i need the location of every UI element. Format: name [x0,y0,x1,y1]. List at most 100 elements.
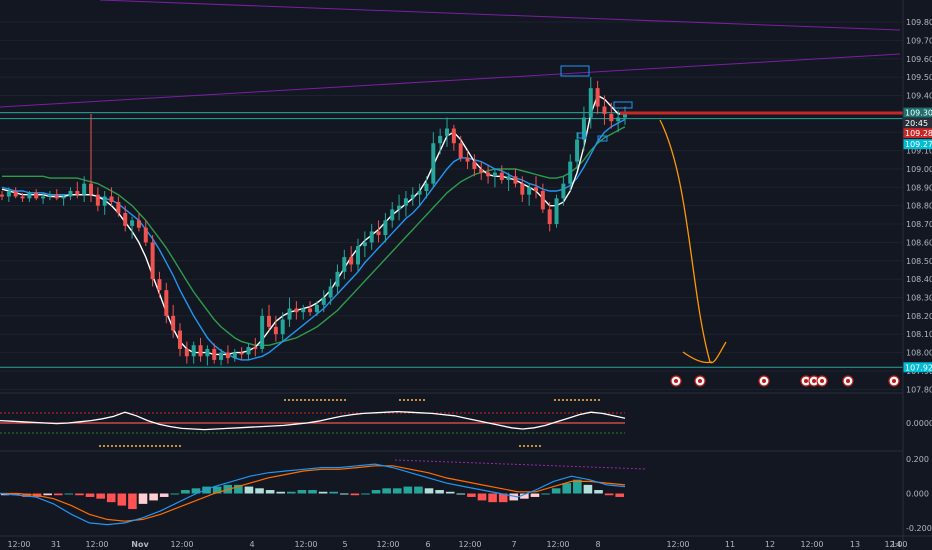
candle-body [588,88,593,118]
candle-body [383,220,388,236]
candle-body [219,352,224,360]
oscillator-panel[interactable]: 0.0000 [0,399,932,447]
candle-body [506,176,511,180]
macd-histogram-bar [138,493,148,504]
osc-signal-dot [304,399,306,401]
macd-histogram-bar [234,484,243,494]
candle-body [623,113,627,118]
macd-histogram-bar [75,493,84,496]
osc-signal-dot [344,399,346,401]
osc-signal-dot [415,399,417,401]
highlight-box-low-1[interactable] [577,132,587,139]
candle-body [123,213,128,226]
osc-signal-dot [123,445,125,447]
candle-body [575,139,580,162]
osc-signal-dot [288,399,290,401]
macd-divergence-line[interactable] [394,459,646,470]
trendline-upper[interactable] [99,0,901,31]
macd-panel[interactable]: 0.200 0.000 -0.200 [0,455,932,533]
candle-body [267,315,271,327]
time-tick-label: 12:00 [376,540,399,549]
candle-body [458,143,463,158]
candle-body [595,88,600,107]
candle-body [486,172,491,177]
candle-body [540,190,545,210]
macd-histogram-bar [371,490,381,494]
osc-signal-dot [539,445,541,447]
candles [0,77,627,366]
time-tick-label: 12 [765,540,775,549]
candle-body [68,190,73,197]
highlight-box-right[interactable] [613,101,633,109]
osc-signal-dot [107,445,109,447]
candle-body [13,190,18,197]
osc-signal-dot [403,399,405,401]
macd-histogram-bar [85,493,95,497]
candle-body [581,117,586,140]
candle-body [472,161,477,169]
macd-histogram-bar [308,490,317,494]
macd-histogram-bar [424,488,434,494]
macd-histogram-bar [520,493,529,499]
osc-signal-dot [399,399,401,401]
osc-signal-dot [328,399,330,401]
price-tick-label: 109.400 [906,91,932,100]
candle-body [0,194,4,197]
candle-body [116,202,121,214]
time-tick-label: 12:00 [800,540,823,549]
highlight-box-top[interactable] [560,65,590,77]
osc-signal-dot [111,445,113,447]
osc-signal-dot [590,399,592,401]
osc-signal-dot [423,399,425,401]
macd-histogram-bar [64,493,74,495]
candle-body [136,220,141,228]
candle-body [308,308,313,313]
macd-histogram-bar [509,493,519,501]
osc-signal-dot [284,399,286,401]
candle-body [479,168,484,173]
candle-body [451,128,456,144]
candle-body [335,271,340,287]
candle-body [34,192,39,199]
osc-signal-dot [300,399,302,401]
candle-body [356,246,360,265]
time-tick-label: 8 [595,540,600,549]
trendline-lower[interactable] [0,53,901,108]
time-tick-label: 12:00 [884,540,907,549]
candle-body [20,196,25,199]
price-tag [903,128,932,139]
macd-histogram-bar [403,486,413,494]
candle-body [376,231,381,236]
osc-signal-dot [159,445,161,447]
osc-signal-dot [155,445,157,447]
price-tag-label: 109.285 [905,129,932,138]
price-tag-label: 109.307 [905,109,932,118]
price-tag-label: 109.274 [905,140,932,149]
osc-signal-dot [332,399,334,401]
candle-body [54,194,59,199]
time-axis[interactable]: 12:00 31 12:00 Nov 12:00 4 12:00 5 12:00 6 12:00 7 1… [7,540,907,549]
candle-body [260,315,265,349]
projection-arrow[interactable] [659,119,727,364]
time-tick-label: 14 [891,540,901,549]
macd-histogram-bar [456,493,466,495]
candle-body [431,143,436,184]
macd-histogram-bar [255,488,264,494]
macd-histogram-bar [392,488,402,494]
candle-body [212,348,217,360]
macd-histogram-bar [530,493,540,497]
highlight-box-low-2[interactable] [597,135,608,142]
osc-signal-dot [594,399,596,401]
candle-body [547,209,552,225]
macd-histogram-bar [350,493,360,496]
price-axis[interactable]: 109.800 109.700 109.600 109.500 109.400 109.3… [906,18,932,394]
osc-signal-dot [570,399,572,401]
price-tag [903,118,932,129]
osc-signal-dot [558,399,560,401]
osc-signal-dot [586,399,588,401]
projection-curl [682,351,713,364]
macd-histogram-bar [159,493,169,497]
candle-body [61,196,66,199]
